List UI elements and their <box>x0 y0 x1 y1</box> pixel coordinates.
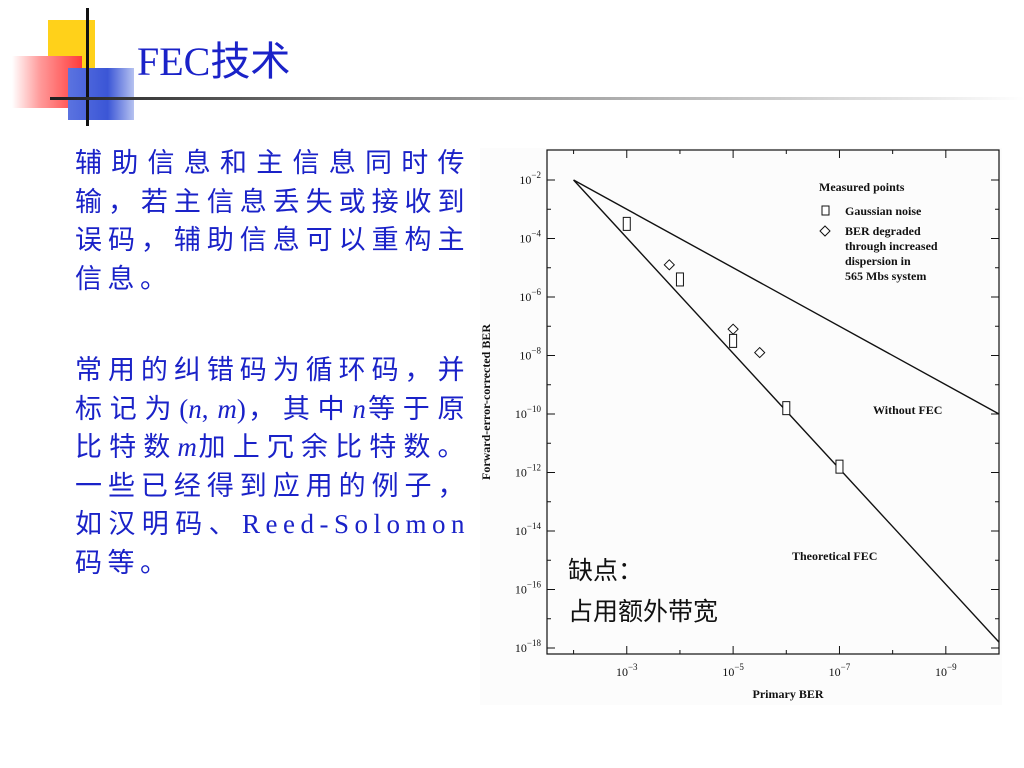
para2-part2: ，其中 <box>245 393 353 424</box>
legend-entry: Gaussian noise <box>845 204 922 218</box>
marker-gaussian-noise <box>675 272 684 287</box>
para2-comma: , <box>201 393 218 424</box>
y-axis-label: Forward-error-corrected BER <box>480 324 493 480</box>
y-tick-label: 10−2 <box>519 170 541 187</box>
legend-entry: through increased <box>845 239 938 253</box>
legend-entry: 565 Mbs system <box>845 269 926 283</box>
marker-gaussian-noise <box>622 216 631 231</box>
para2-m2: m <box>177 432 197 462</box>
marker-gaussian-noise <box>835 459 844 474</box>
marker-gaussian-noise <box>782 401 791 416</box>
para2-n: n <box>188 393 202 424</box>
note-extra-bandwidth: 占用额外带宽 <box>568 597 718 626</box>
plot-frame <box>546 149 1000 655</box>
y-tick-label: 10−6 <box>519 287 541 304</box>
para2-paren-open: ( <box>179 393 189 424</box>
marker-ber-degraded <box>663 259 676 271</box>
slide-title: FEC技术 <box>137 39 291 84</box>
paragraph-auxiliary-info: 辅助信息和主信息同时传输，若主信息丢失或接收到误码，辅助信息可以重构主信息。 <box>75 148 470 294</box>
y-tick-label: 10−10 <box>515 404 542 421</box>
y-tick-label: 10−8 <box>519 346 541 363</box>
deco-blue-square <box>68 68 134 120</box>
y-tick-label: 10−12 <box>515 463 541 480</box>
paragraph-cyclic-codes: 常用的纠错码为循环码，并标记为(n, m)，其中n等于原比特数m加上冗余比特数。… <box>75 351 470 582</box>
legend-entry: dispersion in <box>845 254 911 268</box>
y-tick-label: 10−18 <box>515 638 542 655</box>
para2-part4: 加上冗余比特数。一些已经得到应用的例子，如汉明码、Reed-Solomon码等。 <box>75 432 471 578</box>
y-tick-label: 10−14 <box>515 521 542 538</box>
ber-chart: 10−2 10−4 10−6 10−8 10−10 10−12 10−14 10−16 10−1… <box>480 148 1002 705</box>
para2-m: m <box>217 393 237 424</box>
line-without-fec <box>573 179 1000 415</box>
label-without-fec: Without FEC <box>873 403 942 417</box>
legend-entry: BER degraded <box>845 224 921 238</box>
para2-part3: 等于原比特数 <box>75 393 471 463</box>
x-tick-label: 10−3 <box>616 662 638 679</box>
x-tick-label: 10−7 <box>829 662 851 679</box>
marker-gaussian-noise <box>729 333 738 348</box>
legend-title: Measured points <box>819 180 905 194</box>
para2-n2: n <box>352 393 366 424</box>
ber-chart-svg: 10−2 10−4 10−6 10−8 10−10 10−12 10−14 10−16 10−1… <box>480 149 1000 701</box>
x-axis-label: Primary BER <box>753 687 824 701</box>
x-tick-label: 10−5 <box>722 662 744 679</box>
para2-part1: 常用的纠错码为循环码，并标记为 <box>75 355 470 424</box>
deco-vertical-line <box>86 8 89 126</box>
y-tick-label: 10−16 <box>515 580 542 597</box>
label-theoretical-fec: Theoretical FEC <box>792 549 877 563</box>
marker-ber-degraded <box>753 346 766 359</box>
marker-ber-degraded <box>727 323 739 335</box>
y-tick-label: 10−4 <box>519 229 541 246</box>
title-underline <box>50 97 1024 100</box>
x-tick-label: 10−9 <box>935 662 957 679</box>
para2-paren-close: ) <box>236 393 246 424</box>
legend-diamond-marker <box>819 225 831 237</box>
note-disadvantage-title: 缺点： <box>568 556 643 585</box>
legend-square-marker <box>821 205 830 216</box>
